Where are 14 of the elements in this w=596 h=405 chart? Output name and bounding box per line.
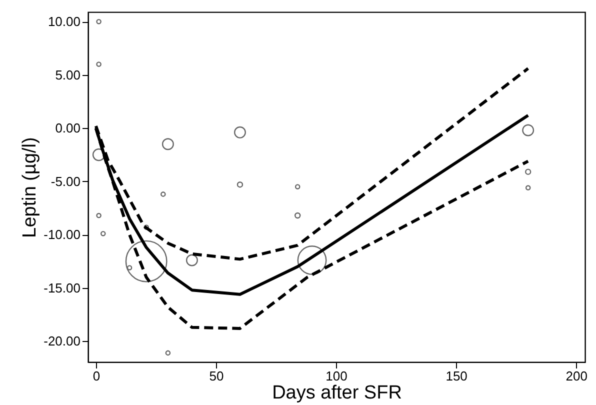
y-tick-label: -10.00 <box>44 227 80 242</box>
x-tick-label: 50 <box>209 368 224 384</box>
y-tick-label: 0.00 <box>55 120 80 136</box>
x-tick-label: 0 <box>92 368 100 384</box>
y-axis-title: Leptin (µg/l) <box>20 137 41 238</box>
y-tick-label: -15.00 <box>44 280 80 296</box>
x-axis-title: Days after SFR <box>272 382 402 404</box>
y-tick-label: 5.00 <box>55 67 80 82</box>
y-tick-label: -5.00 <box>50 174 80 189</box>
x-tick-label: 200 <box>566 368 588 384</box>
y-tick-label: -20.00 <box>44 334 80 349</box>
y-tick-label: 10.00 <box>48 14 80 30</box>
x-tick-label: 150 <box>446 368 468 384</box>
x-tick-label: 100 <box>326 368 348 384</box>
